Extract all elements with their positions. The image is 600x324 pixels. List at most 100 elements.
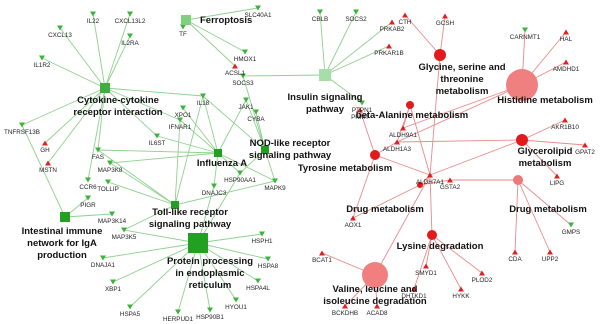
edge <box>197 242 211 311</box>
gene-label: CDA <box>508 256 522 263</box>
gene-label: TNFRSF13B <box>4 129 40 136</box>
edge <box>324 21 393 76</box>
pathway-label: NOD-like receptor <box>250 138 331 149</box>
gene-label: CXCL13 <box>48 32 72 39</box>
edge <box>123 229 199 244</box>
pathway-label: Drug metabolism <box>509 204 587 215</box>
edge <box>439 15 446 56</box>
edge <box>264 149 276 182</box>
gene-label: HSPH1 <box>252 238 273 245</box>
pathway-node <box>60 212 70 222</box>
pathway-node <box>362 262 388 288</box>
gene-node <box>57 25 63 31</box>
gene-node <box>211 183 217 189</box>
gene-label: MAP3K14 <box>98 218 127 225</box>
pathway-label: metabolism <box>436 86 489 97</box>
gene-label: PRKAR1B <box>374 50 403 57</box>
gene-label: BCKDHB <box>332 310 358 317</box>
gene-node <box>359 100 365 106</box>
edge <box>359 109 376 156</box>
edge <box>374 174 431 276</box>
pathway-label: Histidine metabolism <box>497 95 593 106</box>
gene-node <box>386 43 392 49</box>
gene-label: DNAJC3 <box>202 190 227 197</box>
gene-label: ALDH1A3 <box>383 146 411 153</box>
edge <box>174 180 276 206</box>
gene-label: SLC40A1 <box>245 12 272 19</box>
gene-label: CXCL13L2 <box>115 18 146 25</box>
gene-label: AOX1 <box>345 222 362 229</box>
edge <box>425 234 433 267</box>
gene-node <box>240 73 246 79</box>
gene-label: DHTKD1 <box>401 293 427 300</box>
pathway-label: pathway <box>306 104 345 115</box>
edge <box>202 95 219 154</box>
edge <box>174 95 204 206</box>
edge <box>352 184 421 219</box>
gene-label: JAK1 <box>238 104 254 111</box>
gene-node <box>207 307 213 313</box>
gene-node <box>127 304 133 310</box>
gene-node <box>232 63 238 69</box>
gene-label: TF <box>179 31 187 38</box>
edge <box>104 87 181 121</box>
edge <box>185 19 246 53</box>
edge <box>87 87 106 181</box>
gene-node <box>265 256 271 262</box>
gene-label: PRKAB2 <box>380 26 405 33</box>
pathway-label: Valine, leucine and <box>332 284 417 295</box>
gene-label: HAL <box>560 36 573 43</box>
pathway-label: Influenza A <box>197 158 247 169</box>
gene-label: XBP1 <box>105 286 122 293</box>
pathway-node <box>516 134 528 146</box>
edge <box>197 233 263 244</box>
pathway-node <box>406 101 414 109</box>
edge <box>44 87 106 144</box>
gene-label: MSTN <box>39 167 57 174</box>
edge <box>213 152 219 187</box>
gene-label: MAP3K5 <box>112 234 137 241</box>
gene-node <box>374 303 380 309</box>
gene-node <box>175 309 181 315</box>
gene-label: HSP90B1 <box>196 314 224 321</box>
edge <box>97 149 219 154</box>
edge <box>112 242 199 283</box>
gene-label: CARNMT1 <box>510 34 541 41</box>
pathway-node <box>319 69 331 81</box>
gene-node <box>357 107 363 113</box>
gene-label: PTPN1 <box>352 107 373 114</box>
pathway-node <box>434 49 446 61</box>
pathway-label: Cytokine-cytokine <box>77 95 159 106</box>
gene-label: SMYD1 <box>415 270 437 277</box>
gene-node <box>442 13 448 19</box>
gene-node <box>389 19 395 25</box>
pathway-label: Tyrosine metabolism <box>298 163 392 174</box>
edge <box>429 174 433 236</box>
pathway-label: network for IgA <box>27 238 97 249</box>
pathway-label: signaling pathway <box>149 219 232 230</box>
pathway-label: Protein processing <box>167 256 253 267</box>
gene-node <box>423 263 429 269</box>
edge <box>324 74 363 104</box>
pathway-label: Toll-like receptor <box>152 207 228 218</box>
gene-label: IL1R2 <box>34 62 51 69</box>
gene-label: AKR1B10 <box>551 124 579 131</box>
edge <box>109 152 219 164</box>
gene-node <box>242 49 248 55</box>
edge <box>185 19 236 67</box>
pathway-node <box>171 201 179 209</box>
pathway-node <box>417 182 423 188</box>
gene-node <box>110 279 116 285</box>
gene-label: XPO1 <box>175 112 192 119</box>
gene-node <box>95 147 101 153</box>
pathway-node <box>188 233 208 253</box>
gene-label: HERPUD1 <box>163 316 194 323</box>
edge <box>324 11 357 76</box>
edge <box>104 87 158 137</box>
edge <box>177 242 199 313</box>
gene-label: UPP2 <box>542 256 559 263</box>
pathway-node <box>181 15 191 25</box>
pathway-label: beta-Alanine metabolism <box>356 110 468 121</box>
pathway-label: Insulin signaling <box>288 92 363 103</box>
gene-label: GSTA2 <box>440 184 461 191</box>
